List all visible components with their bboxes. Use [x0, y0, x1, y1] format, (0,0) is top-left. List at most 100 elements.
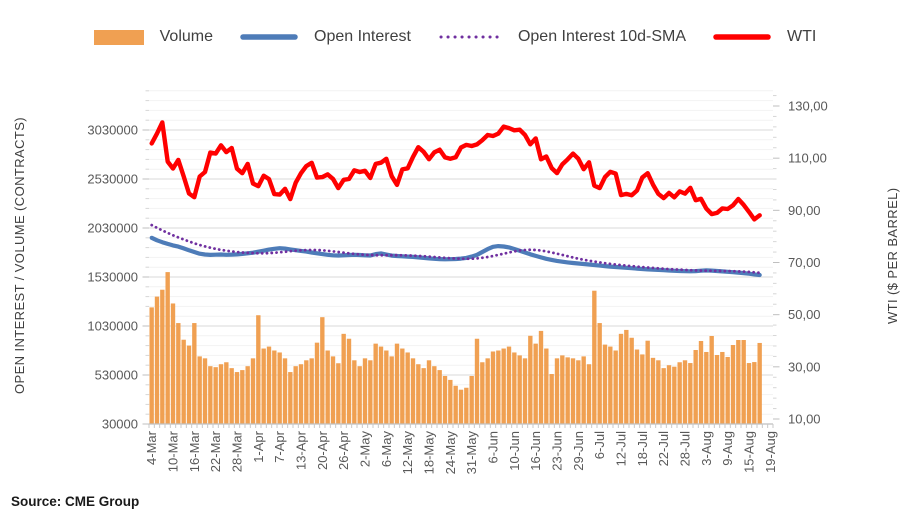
volume-bar: [181, 339, 186, 424]
volume-bar: [330, 356, 336, 424]
x-tick-label: 12-Jul: [614, 431, 629, 467]
volume-bar: [410, 358, 416, 424]
legend-item-wti: WTI: [713, 28, 816, 46]
volume-bar: [336, 363, 341, 424]
volume-bar: [368, 360, 373, 424]
wti-line: [149, 120, 762, 222]
x-tick-label: 20-Apr: [315, 430, 330, 470]
x-tick-label: 19-Aug: [763, 431, 778, 473]
y-left-tick-label: 2530000: [87, 172, 138, 187]
y-right-tick-label: 70,00: [788, 255, 821, 270]
volume-bar: [757, 342, 762, 424]
volume-bar: [320, 317, 325, 424]
volume-bar: [240, 370, 245, 424]
x-tick-label: 16-Mar: [187, 430, 202, 472]
volume-bar: [160, 289, 165, 424]
volume-bar: [389, 356, 394, 424]
volume-bar: [229, 368, 234, 424]
volume-bar: [560, 355, 565, 424]
legend-label-volume: Volume: [159, 28, 213, 45]
x-tick-label: 28-Jul: [678, 431, 693, 467]
y-left-tick-label: 530000: [95, 368, 138, 383]
volume-bar: [437, 370, 442, 424]
legend-label-oi-sma: Open Interest 10d-SMA: [517, 28, 687, 45]
volume-bar: [592, 290, 597, 424]
volume-bar: [565, 357, 570, 424]
x-tick-label: 6-May: [379, 431, 394, 468]
volume-bar: [202, 358, 208, 424]
volume-bar: [213, 367, 218, 424]
volume-bar: [682, 360, 688, 424]
x-tick-label: 3-Aug: [699, 431, 714, 466]
volume-bar: [405, 352, 410, 424]
volume-bar: [672, 366, 677, 424]
y-left-tick-label: 3030000: [87, 123, 138, 138]
volume-bar: [730, 345, 736, 424]
y-left-tick-label: 1030000: [87, 319, 138, 334]
volume-bar: [197, 356, 202, 424]
x-tick-label: 29-Jun: [571, 431, 586, 471]
volume-bar: [709, 335, 714, 424]
volume-bar: [693, 350, 698, 424]
volume-bar: [458, 389, 464, 424]
volume-bar: [192, 323, 197, 424]
x-tick-label: 4-Mar: [144, 430, 159, 465]
volume-bar: [741, 340, 746, 424]
volume-bar: [352, 360, 357, 424]
open-interest-line-icon: [240, 34, 298, 40]
volume-bar: [666, 365, 672, 424]
x-tick-label: 10-Mar: [166, 430, 181, 472]
x-tick-label: 13-Apr: [294, 430, 309, 470]
volume-bar: [165, 272, 170, 424]
volume-bar: [480, 362, 485, 424]
x-tick-label: 12-May: [400, 431, 415, 475]
volume-bar: [714, 355, 720, 424]
volume-bar: [618, 333, 624, 424]
volume-bar: [346, 338, 352, 424]
volume-bar: [720, 351, 725, 424]
volume-bar: [581, 356, 586, 424]
volume-bar: [576, 360, 581, 424]
volume-bar: [629, 337, 634, 424]
volume-bar: [538, 330, 544, 424]
volume-bar: [208, 366, 213, 424]
legend-label-wti: WTI: [787, 28, 817, 45]
x-tick-label: 18-May: [422, 431, 437, 475]
volume-bar: [496, 350, 501, 424]
volume-bar: [309, 358, 314, 424]
volume-bar: [650, 357, 656, 424]
x-tick-label: 10-Jun: [507, 431, 522, 471]
volume-bar: [272, 350, 277, 424]
volume-bar: [752, 362, 757, 424]
volume-bar: [261, 348, 266, 424]
volume-bar: [688, 363, 693, 424]
oi-sma-dotted-line: [150, 223, 762, 275]
volume-bar: [170, 303, 176, 424]
x-tick-label: 22-Mar: [208, 430, 223, 472]
volume-bar: [501, 348, 506, 424]
volume-bar: [602, 344, 608, 424]
y-right-tick-label: 30,00: [788, 359, 821, 374]
volume-bar: [341, 333, 346, 424]
volume-bar: [282, 358, 288, 424]
volume-bar: [640, 354, 645, 424]
volume-bar: [586, 364, 592, 424]
volume-bar: [154, 296, 160, 424]
x-tick-label: 6-Jun: [486, 431, 501, 464]
y-right-tick-label: 130,00: [788, 99, 828, 114]
volume-bar: [661, 368, 666, 424]
y-left-tick-label: 30000: [102, 417, 138, 432]
volume-bar: [256, 315, 261, 424]
volume-bar: [469, 375, 474, 424]
volume-bar: [266, 346, 272, 424]
volume-bar: [224, 362, 229, 424]
y-right-tick-label: 10,00: [788, 412, 821, 427]
volume-bar: [624, 329, 629, 424]
volume-bar: [378, 346, 384, 424]
volume-bar: [298, 364, 304, 424]
volume-bar: [512, 352, 517, 424]
volume-bar: [176, 323, 181, 424]
volume-bar: [533, 343, 538, 424]
volume-bar: [704, 351, 709, 424]
volume-bar: [394, 343, 400, 424]
